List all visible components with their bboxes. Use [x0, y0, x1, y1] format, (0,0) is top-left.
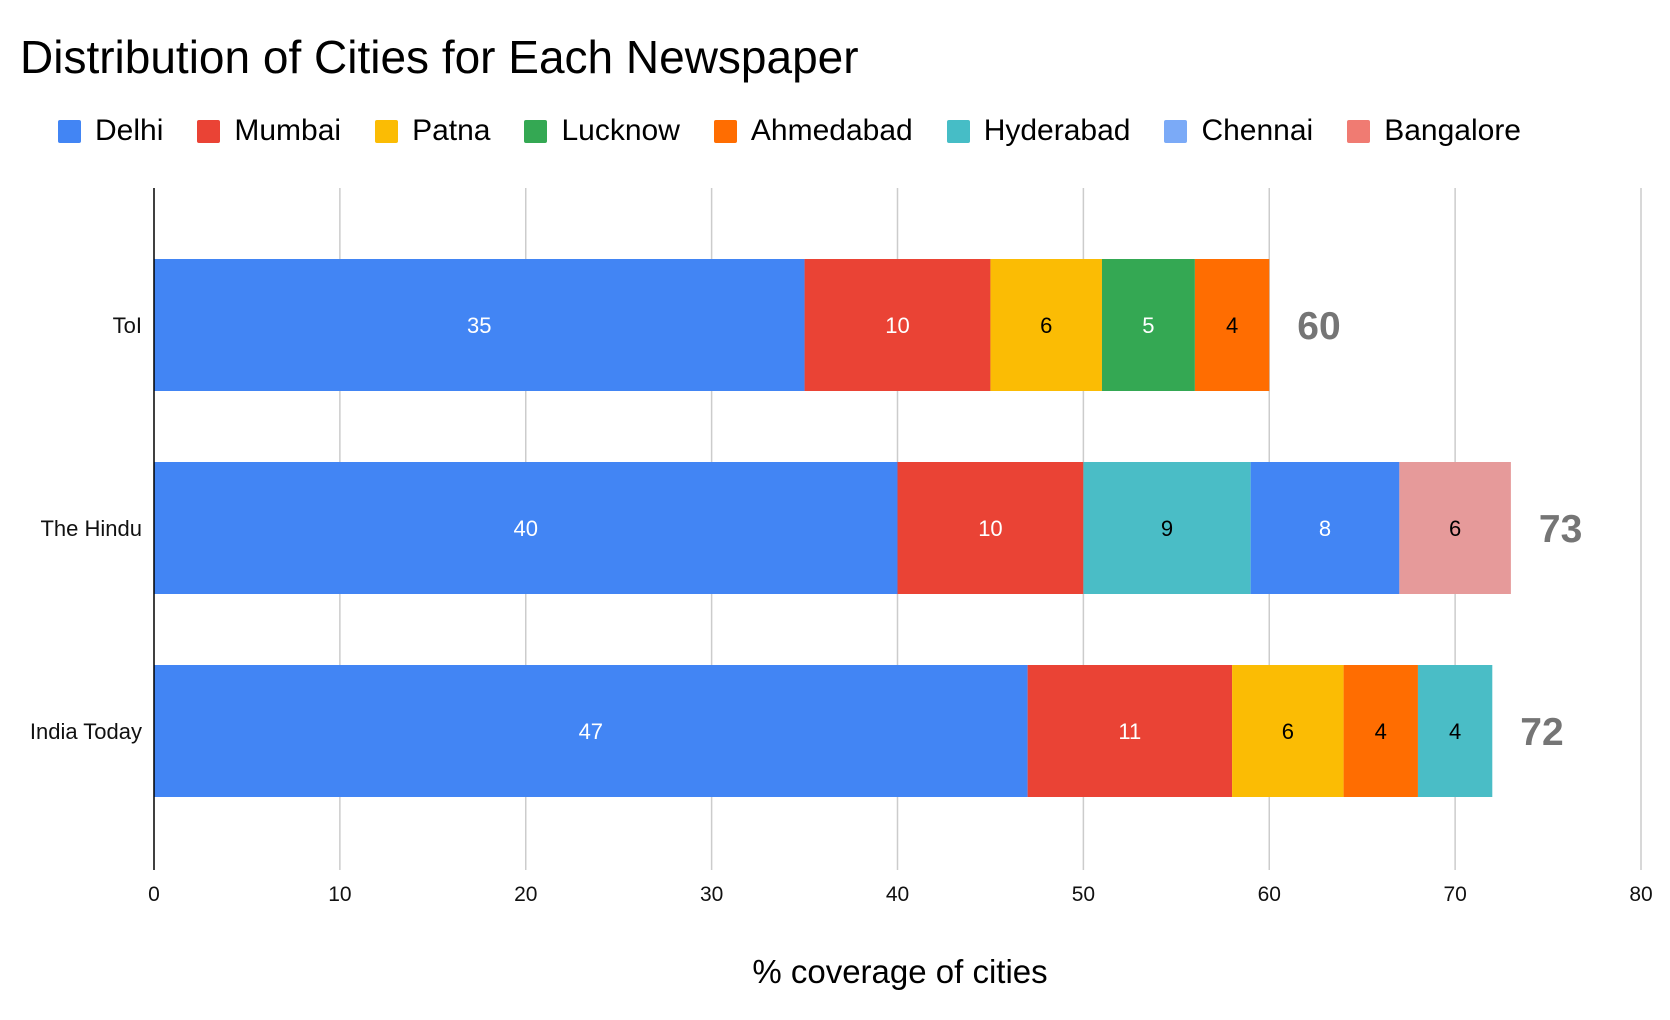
bar-segment [1194, 259, 1270, 391]
legend-item-mumbai: Mumbai [197, 114, 341, 148]
x-tick-label: 30 [700, 883, 723, 906]
bar-segment [154, 462, 898, 594]
segment-value-label: 10 [978, 516, 1002, 541]
bar-total-label: 72 [1520, 711, 1563, 754]
legend-label: Lucknow [561, 114, 680, 147]
x-axis-label: % coverage of cities [752, 953, 1048, 990]
legend-item-lucknow: Lucknow [524, 114, 680, 148]
x-tick-label: 80 [1629, 883, 1652, 906]
segment-value-label: 40 [514, 516, 538, 541]
legend-label: Patna [412, 114, 491, 147]
bar-1: 40 10 9 8 6 73 [154, 462, 1582, 594]
x-tick-label: 40 [886, 883, 909, 906]
legend-item-bangalore: Bangalore [1347, 114, 1521, 148]
segment-value-label: 10 [885, 313, 909, 338]
x-tick-label: 20 [514, 883, 537, 906]
legend-swatch [375, 119, 399, 143]
legend-swatch [713, 119, 737, 143]
bar-group: 35 10 6 5 4 60 40 10 9 8 6 73 47 11 6 4 4 72 [154, 259, 1582, 797]
bar-segment [1399, 462, 1511, 594]
category-label: ToI [113, 313, 142, 338]
bar-segment [897, 462, 1084, 594]
bar-segment [1027, 665, 1233, 797]
x-tick-label: 70 [1443, 883, 1466, 906]
bar-segment [1232, 665, 1344, 797]
bar-segment [1083, 462, 1251, 594]
legend-label: Ahmedabad [750, 114, 913, 147]
bar-2: 47 11 6 4 4 72 [154, 665, 1564, 797]
chart-legend: Delhi Mumbai Patna Lucknow Ahmedabad Hyd… [58, 114, 1521, 148]
segment-value-label: 4 [1375, 719, 1387, 744]
bar-segment [804, 259, 991, 391]
legend-swatch [197, 119, 221, 143]
x-tick-label: 0 [148, 883, 160, 906]
legend-item-ahmedabad: Ahmedabad [713, 114, 913, 148]
bar-segment [154, 259, 805, 391]
legend-label: Delhi [95, 114, 164, 147]
bar-segment [1417, 665, 1493, 797]
legend-swatch [1164, 119, 1188, 143]
legend-label: Chennai [1201, 114, 1314, 147]
bar-segment [1250, 462, 1400, 594]
legend-swatch [1347, 119, 1371, 143]
segment-value-label: 8 [1319, 516, 1331, 541]
legend-item-hyderabad: Hyderabad [946, 114, 1131, 148]
legend-item-patna: Patna [375, 114, 490, 148]
x-tick-label: 50 [1072, 883, 1095, 906]
x-tick-label: 10 [328, 883, 351, 906]
bar-total-label: 73 [1539, 508, 1582, 551]
legend-item-chennai: Chennai [1164, 114, 1313, 148]
segment-value-label: 4 [1449, 719, 1461, 744]
x-tick-label: 60 [1258, 883, 1281, 906]
legend-label: Bangalore [1384, 114, 1521, 147]
legend-swatch [946, 119, 970, 143]
bar-0: 35 10 6 5 4 60 [154, 259, 1341, 391]
bar-segment [1101, 259, 1195, 391]
segment-value-label: 9 [1161, 516, 1173, 541]
segment-value-label: 6 [1040, 313, 1052, 338]
segment-value-label: 11 [1118, 719, 1141, 744]
legend-swatch [524, 119, 548, 143]
chart-title: Distribution of Cities for Each Newspape… [20, 31, 859, 83]
category-label: The Hindu [40, 516, 142, 541]
bar-segment [1343, 665, 1418, 797]
legend-label: Hyderabad [983, 114, 1131, 147]
segment-value-label: 47 [579, 719, 603, 744]
bar-segment [154, 665, 1028, 797]
segment-value-label: 35 [467, 313, 491, 338]
segment-value-label: 6 [1449, 516, 1461, 541]
segment-value-label: 6 [1282, 719, 1294, 744]
bar-segment [990, 259, 1102, 391]
segment-value-label: 4 [1226, 313, 1238, 338]
legend-item-delhi: Delhi [58, 114, 163, 148]
axes: 0 10 20 30 40 50 60 70 80 ToI The Hindu India Today [30, 188, 1653, 906]
segment-value-label: 5 [1142, 313, 1154, 338]
legend-swatch [58, 119, 81, 143]
category-label: India Today [30, 719, 142, 744]
bar-total-label: 60 [1297, 305, 1340, 348]
legend-label: Mumbai [234, 114, 342, 147]
